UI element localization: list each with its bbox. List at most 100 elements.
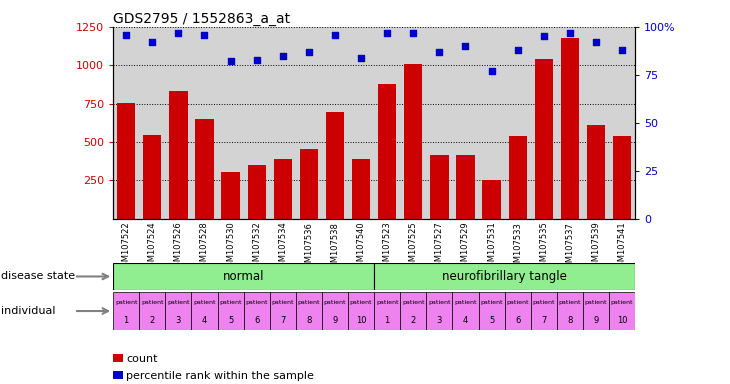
Bar <box>400 292 426 330</box>
Bar <box>117 103 135 219</box>
Bar <box>404 65 423 219</box>
Text: patient: patient <box>193 300 216 305</box>
Point <box>199 31 210 38</box>
Point <box>564 30 576 36</box>
Bar <box>322 292 348 330</box>
Text: patient: patient <box>350 300 372 305</box>
Bar <box>244 292 270 330</box>
Text: 9: 9 <box>593 316 599 325</box>
Text: GDS2795 / 1552863_a_at: GDS2795 / 1552863_a_at <box>113 12 291 26</box>
Point <box>120 31 132 38</box>
Text: 6: 6 <box>515 316 520 325</box>
Bar <box>300 149 318 219</box>
Text: 7: 7 <box>280 316 285 325</box>
Text: patient: patient <box>611 300 634 305</box>
Point <box>277 53 288 59</box>
Point <box>485 68 497 74</box>
Text: patient: patient <box>428 300 450 305</box>
Text: 8: 8 <box>567 316 572 325</box>
Text: 2: 2 <box>150 316 155 325</box>
Text: 8: 8 <box>306 316 312 325</box>
Text: percentile rank within the sample: percentile rank within the sample <box>126 371 314 381</box>
Bar <box>587 124 605 219</box>
Text: patient: patient <box>245 300 268 305</box>
Text: count: count <box>126 354 158 364</box>
Bar <box>430 155 448 219</box>
Point <box>407 30 419 36</box>
Bar <box>348 292 374 330</box>
Text: 10: 10 <box>356 316 366 325</box>
Text: 3: 3 <box>437 316 442 325</box>
Text: disease state: disease state <box>1 271 76 281</box>
Text: 5: 5 <box>489 316 494 325</box>
Point <box>616 47 628 53</box>
Text: 5: 5 <box>228 316 233 325</box>
Bar <box>509 136 527 219</box>
Point <box>460 43 472 49</box>
Text: patient: patient <box>402 300 425 305</box>
Point <box>251 56 263 63</box>
Bar <box>274 159 292 219</box>
Bar <box>534 59 553 219</box>
Point <box>538 33 550 40</box>
Bar <box>378 84 396 219</box>
Text: patient: patient <box>219 300 242 305</box>
Bar <box>143 134 161 219</box>
Text: patient: patient <box>141 300 164 305</box>
Point <box>147 39 158 45</box>
Bar <box>196 119 214 219</box>
Bar <box>113 263 374 290</box>
Text: patient: patient <box>507 300 529 305</box>
Text: patient: patient <box>454 300 477 305</box>
Bar <box>270 292 296 330</box>
Bar <box>483 180 501 219</box>
Text: individual: individual <box>1 306 56 316</box>
Bar <box>531 292 557 330</box>
Text: normal: normal <box>223 270 264 283</box>
Bar <box>504 292 531 330</box>
Bar <box>169 91 188 219</box>
Text: 2: 2 <box>411 316 416 325</box>
Text: patient: patient <box>532 300 555 305</box>
Text: 4: 4 <box>202 316 207 325</box>
Point <box>434 49 445 55</box>
Text: 6: 6 <box>254 316 259 325</box>
Bar <box>326 113 344 219</box>
Text: 7: 7 <box>541 316 547 325</box>
Point <box>356 55 367 61</box>
Point <box>303 49 315 55</box>
Text: patient: patient <box>272 300 294 305</box>
Bar <box>139 292 165 330</box>
Text: 4: 4 <box>463 316 468 325</box>
Bar <box>113 292 139 330</box>
Bar <box>352 159 370 219</box>
Text: 1: 1 <box>123 316 128 325</box>
Bar <box>557 292 583 330</box>
Point <box>172 30 184 36</box>
Bar <box>479 292 504 330</box>
Text: patient: patient <box>585 300 607 305</box>
Bar <box>218 292 244 330</box>
Point <box>590 39 602 45</box>
Text: neurofibrillary tangle: neurofibrillary tangle <box>442 270 567 283</box>
Text: patient: patient <box>480 300 503 305</box>
Text: 1: 1 <box>385 316 390 325</box>
Point <box>381 30 393 36</box>
Bar <box>453 292 479 330</box>
Bar <box>456 155 474 219</box>
Text: 10: 10 <box>617 316 627 325</box>
Point <box>512 47 523 53</box>
Text: patient: patient <box>115 300 137 305</box>
Bar <box>609 292 635 330</box>
Text: 9: 9 <box>332 316 337 325</box>
Text: patient: patient <box>167 300 190 305</box>
Bar <box>374 292 400 330</box>
Bar <box>561 38 579 219</box>
Text: patient: patient <box>376 300 399 305</box>
Bar <box>166 292 191 330</box>
Bar <box>191 292 218 330</box>
Text: patient: patient <box>323 300 346 305</box>
Bar <box>374 263 635 290</box>
Point <box>225 58 237 65</box>
Bar <box>583 292 609 330</box>
